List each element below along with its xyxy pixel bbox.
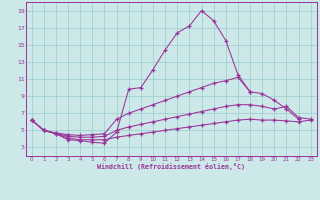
X-axis label: Windchill (Refroidissement éolien,°C): Windchill (Refroidissement éolien,°C) [97,163,245,170]
